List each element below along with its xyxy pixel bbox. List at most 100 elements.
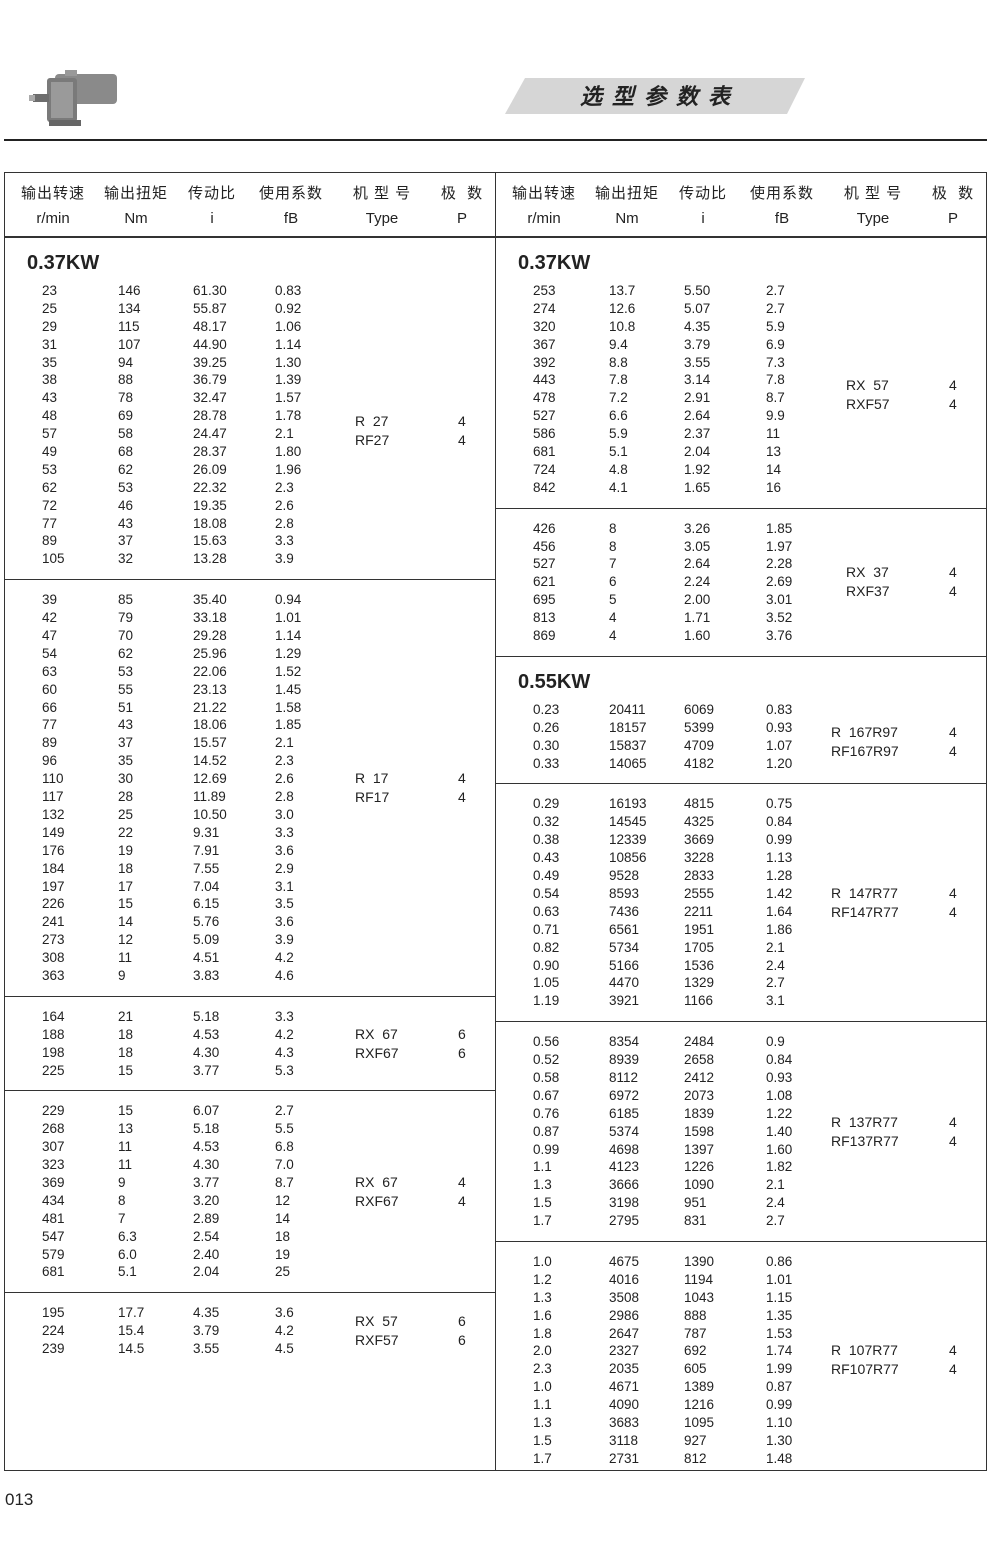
column-header-unit: Nm: [615, 210, 639, 227]
ratio-cell: 5.18: [193, 1008, 220, 1024]
table-row: 195 17.7 4.35 3.6: [5, 1304, 495, 1322]
speed-cell: 1.3: [533, 1289, 552, 1305]
table-row: 308 11 4.51 4.2: [5, 949, 495, 967]
model-type-row: RF107R77 4: [831, 1360, 961, 1379]
model-type-group: R 147R77 4 RF147R77 4: [831, 884, 961, 922]
speed-cell: 77: [42, 717, 58, 733]
speed-cell: 110: [42, 771, 64, 787]
speed-cell: 164: [42, 1008, 65, 1024]
service-factor-cell: 5.5: [275, 1121, 294, 1137]
speed-cell: 62: [42, 479, 58, 495]
table-section: 426 8 3.26 1.85 456 8 3.05 1.97 527 7 2.64 2.28 621 6…: [496, 509, 986, 657]
speed-cell: 1.19: [533, 993, 560, 1009]
torque-cell: 62: [118, 645, 134, 661]
speed-cell: 724: [533, 461, 556, 477]
column-header-cn: 使用系数: [749, 185, 814, 202]
speed-cell: 53: [42, 461, 58, 477]
speed-cell: 89: [42, 735, 58, 751]
service-factor-cell: 2.1: [766, 1177, 785, 1193]
ratio-cell: 2.37: [684, 426, 711, 442]
ratio-cell: 2.54: [193, 1228, 220, 1244]
table-row: 434 8 3.20 12: [5, 1192, 495, 1210]
service-factor-cell: 3.1: [766, 993, 785, 1009]
table-row: 117 28 11.89 2.8: [5, 788, 495, 806]
service-factor-cell: 16: [766, 479, 782, 495]
service-factor-cell: 18: [275, 1228, 291, 1244]
ratio-cell: 5.50: [684, 283, 711, 298]
ratio-cell: 4.53: [193, 1026, 220, 1042]
service-factor-cell: 4.6: [275, 967, 294, 983]
service-factor-cell: 1.08: [766, 1087, 793, 1103]
ratio-cell: 3.55: [684, 354, 711, 370]
service-factor-cell: 1.86: [766, 921, 793, 937]
torque-cell: 8: [609, 520, 617, 536]
speed-cell: 478: [533, 390, 556, 406]
model-type-row: RXF57 6: [355, 1331, 485, 1350]
speed-cell: 229: [42, 1103, 65, 1119]
torque-cell: 70: [118, 628, 134, 644]
ratio-cell: 787: [684, 1325, 707, 1341]
model-type: R 167R97: [831, 724, 898, 741]
speed-cell: 0.30: [533, 737, 560, 753]
ratio-cell: 15.57: [193, 735, 227, 751]
torque-cell: 8354: [609, 1034, 640, 1050]
service-factor-cell: 8.7: [275, 1174, 294, 1190]
ratio-cell: 9.31: [193, 824, 220, 840]
service-factor-cell: 5.3: [275, 1062, 294, 1078]
service-factor-cell: 1.52: [275, 663, 302, 679]
service-factor-cell: 25: [275, 1264, 291, 1280]
table-row: 681 5.1 2.04 13: [496, 443, 986, 461]
ratio-cell: 1.60: [684, 628, 711, 644]
service-factor-cell: 3.5: [275, 896, 294, 912]
table-row: 188 18 4.53 4.2: [5, 1026, 495, 1044]
speed-cell: 363: [42, 967, 65, 983]
pole-count: 4: [949, 376, 957, 393]
torque-cell: 46: [118, 497, 134, 513]
speed-cell: 369: [42, 1174, 65, 1190]
table-row: 226 15 6.15 3.5: [5, 895, 495, 913]
section-rows: 0.29 16193 4815 0.75 0.32 14545 4325 0.84 0.38 12…: [496, 784, 986, 1021]
table-row: 63 53 22.06 1.52: [5, 663, 495, 681]
table-row: 176 19 7.91 3.6: [5, 842, 495, 860]
table-row: 0.43 10856 3228 1.13: [496, 849, 986, 867]
torque-cell: 37: [118, 533, 134, 549]
service-factor-cell: 2.6: [275, 497, 294, 513]
table-row: 89 37 15.63 3.3: [5, 532, 495, 550]
ratio-cell: 3.26: [684, 520, 711, 536]
speed-cell: 0.54: [533, 885, 560, 901]
service-factor-cell: 1.14: [275, 336, 302, 352]
model-type-row: RF17 4: [355, 788, 485, 807]
table-row: 478 7.2 2.91 8.7: [496, 389, 986, 407]
ratio-cell: 3.77: [193, 1062, 220, 1078]
pole-count: 4: [949, 1342, 957, 1359]
table-row: 527 6.6 2.64 9.9: [496, 407, 986, 425]
speed-cell: 1.1: [533, 1397, 552, 1413]
table-row: 54 62 25.96 1.29: [5, 645, 495, 663]
service-factor-cell: 3.1: [275, 878, 294, 894]
torque-cell: 6561: [609, 921, 640, 937]
torque-cell: 2986: [609, 1307, 640, 1323]
model-type: RX 57: [355, 1313, 398, 1330]
model-type-row: RX 67 6: [355, 1025, 485, 1044]
torque-cell: 11: [118, 950, 133, 966]
model-type-row: RF147R77 4: [831, 903, 961, 922]
table-row: 0.71 6561 1951 1.86: [496, 921, 986, 939]
model-type-group: R 107R77 4 RF107R77 4: [831, 1341, 961, 1379]
table-row: 1.3 3666 1090 2.1: [496, 1176, 986, 1194]
speed-cell: 43: [42, 390, 58, 406]
table-row: 35 94 39.25 1.30: [5, 354, 495, 372]
speed-cell: 0.58: [533, 1069, 560, 1085]
table-row: 1.1 4123 1226 1.82: [496, 1158, 986, 1176]
torque-cell: 35: [118, 753, 134, 769]
ratio-cell: 927: [684, 1432, 707, 1448]
table-row: 0.23 20411 6069 0.83: [496, 701, 986, 719]
service-factor-cell: 1.22: [766, 1105, 793, 1121]
pole-count: 4: [949, 1361, 957, 1378]
ratio-cell: 33.18: [193, 610, 227, 626]
speed-cell: 1.6: [533, 1307, 552, 1323]
pole-count: 6: [458, 1025, 466, 1042]
speed-cell: 188: [42, 1026, 65, 1042]
ratio-cell: 3.79: [193, 1323, 220, 1339]
table-row: 813 4 1.71 3.52: [496, 609, 986, 627]
service-factor-cell: 0.92: [275, 300, 302, 316]
